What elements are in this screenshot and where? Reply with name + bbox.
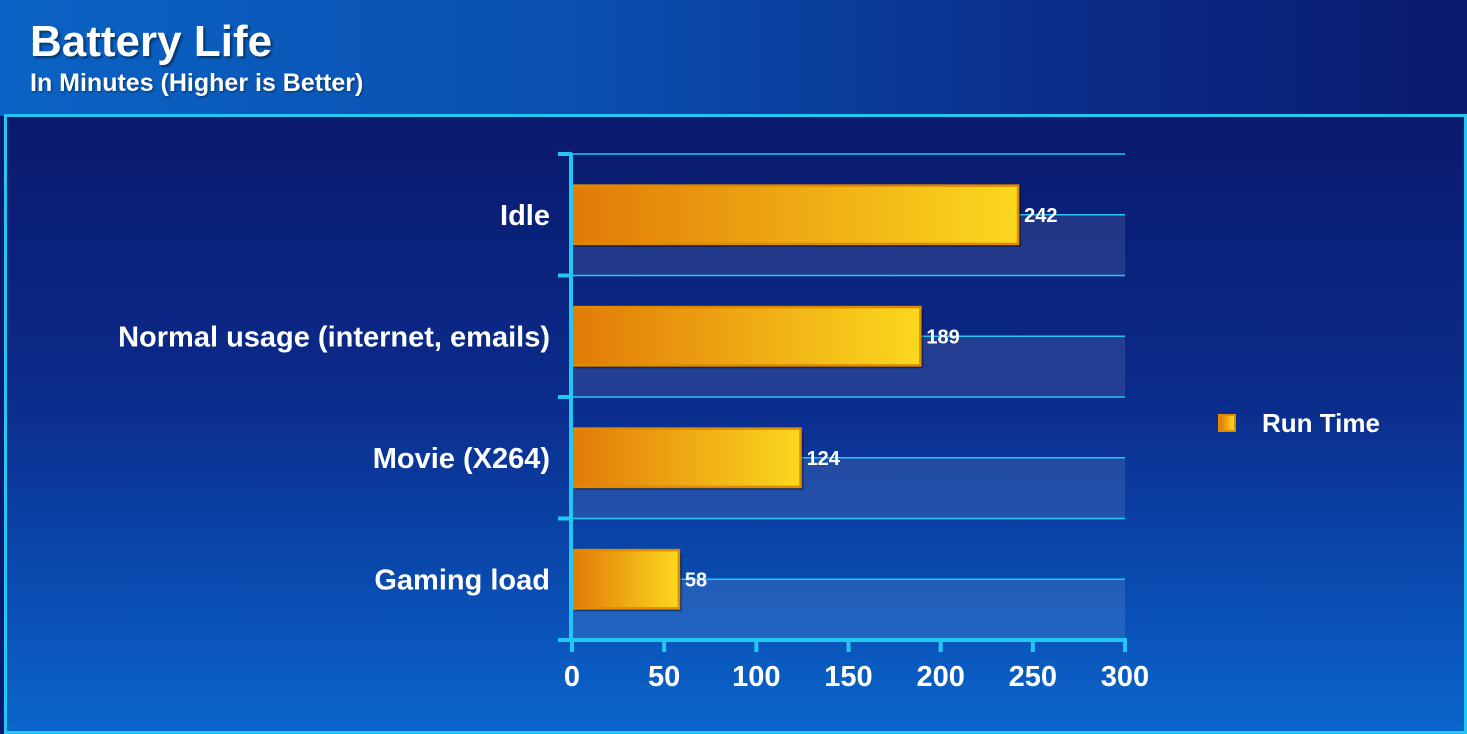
- bar-0: [570, 184, 1020, 246]
- data-label: 124: [807, 448, 841, 470]
- x-tick-label: 100: [732, 661, 780, 693]
- bar-3: [570, 548, 681, 610]
- x-tick-label: 50: [648, 661, 680, 693]
- data-label: 189: [926, 326, 959, 348]
- category-label: Idle: [500, 200, 550, 232]
- axes: [558, 152, 1127, 652]
- x-tick-label: 300: [1101, 661, 1149, 693]
- chart-title: Battery Life: [30, 17, 273, 66]
- bars: [570, 184, 1022, 612]
- data-label: 242: [1024, 205, 1057, 227]
- x-tick-label: 250: [1009, 661, 1057, 693]
- chart-subtitle: In Minutes (Higher is Better): [30, 69, 364, 97]
- chart-header: Battery Life In Minutes (Higher is Bette…: [0, 0, 1467, 116]
- x-tick-label: 0: [564, 661, 580, 693]
- legend-swatch-run-time: [1218, 414, 1236, 432]
- x-tick-label: 150: [824, 661, 872, 693]
- legend: Run Time: [1218, 406, 1380, 440]
- labels: Idle 242 Normal usage (internet, emails) 18…: [118, 200, 1149, 693]
- bar-1: [570, 305, 922, 367]
- category-label: Movie (X264): [373, 443, 550, 475]
- category-label: Normal usage (internet, emails): [118, 321, 550, 353]
- category-label: Gaming load: [374, 564, 550, 596]
- x-tick-label: 200: [916, 661, 964, 693]
- legend-label-run-time: Run Time: [1262, 407, 1380, 438]
- data-label: 58: [685, 569, 707, 591]
- bar-2: [570, 427, 802, 489]
